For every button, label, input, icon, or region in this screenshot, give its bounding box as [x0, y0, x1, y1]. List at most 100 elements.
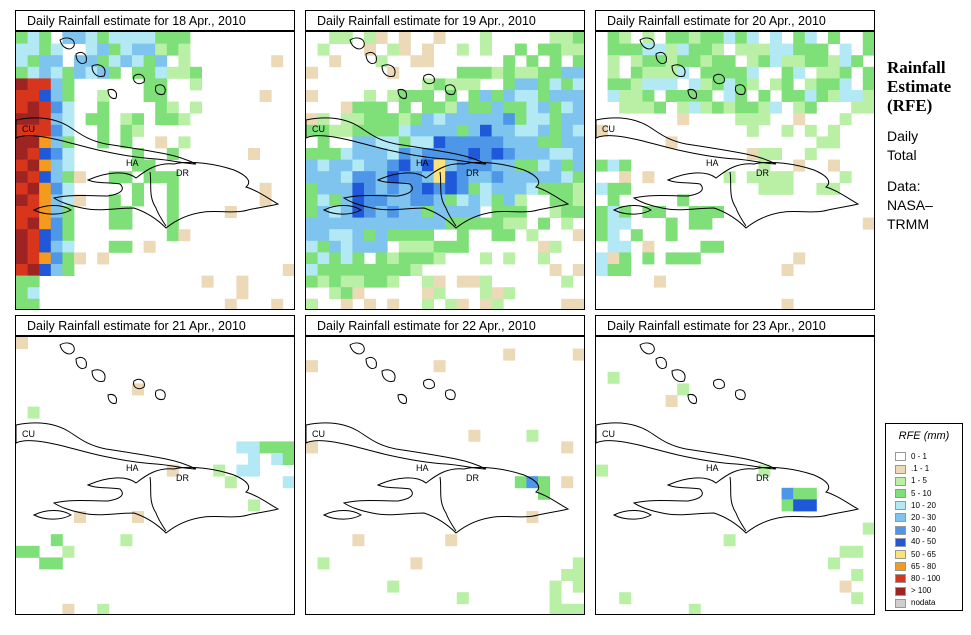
rainfall-cell	[143, 78, 156, 91]
legend-entry: 0 - 1	[895, 451, 927, 462]
rainfall-cell	[607, 240, 620, 253]
rainfall-cell	[677, 32, 690, 44]
rainfall-cell	[143, 90, 156, 102]
rainfall-cell	[561, 182, 574, 195]
rainfall-cell	[456, 240, 469, 253]
rainfall-cell	[677, 101, 690, 114]
rainfall-cell	[166, 148, 179, 160]
rainfall-cell	[445, 113, 458, 126]
rainfall-cell	[862, 66, 874, 79]
jamaica-outline	[32, 205, 72, 215]
rainfall-cell	[862, 32, 874, 44]
rainfall-cell	[352, 159, 365, 172]
rainfall-cell	[27, 113, 40, 126]
rainfall-cell	[503, 78, 516, 91]
jamaica-outline	[322, 205, 362, 215]
rainfall-cell	[735, 101, 748, 114]
rainfall-cell	[50, 113, 63, 126]
rainfall-cell	[387, 148, 400, 160]
rainfall-cell	[236, 287, 249, 300]
cuba-outline	[596, 422, 777, 470]
rainfall-cell	[642, 66, 655, 79]
rainfall-cell	[503, 66, 516, 79]
rainfall-cell	[561, 194, 574, 207]
rainfall-cell	[143, 171, 156, 184]
rainfall-cell	[340, 124, 353, 137]
rainfall-cell	[387, 171, 400, 184]
rainfall-cell	[398, 124, 411, 137]
legend-label: .1 - 1	[911, 464, 930, 474]
rainfall-cell	[97, 124, 110, 137]
bahamas-island-outline	[397, 394, 407, 404]
rainfall-cell	[120, 171, 133, 184]
rainfall-cell	[514, 124, 527, 137]
rainfall-cell	[723, 101, 736, 114]
rainfall-cell	[607, 32, 620, 44]
rainfall-cell	[781, 487, 794, 500]
rainfall-cell	[364, 124, 376, 137]
rainfall-cell	[16, 101, 28, 114]
rainfall-cell	[572, 90, 584, 102]
rainfall-cell	[340, 298, 353, 309]
rainfall-cell	[62, 240, 75, 253]
rainfall-cell	[27, 101, 40, 114]
rainfall-cell	[607, 252, 620, 265]
rainfall-cell	[665, 55, 678, 68]
rainfall-cell	[480, 66, 492, 79]
legend-label: 20 - 30	[911, 513, 936, 522]
rainfall-cell	[387, 580, 400, 593]
rainfall-cell	[16, 298, 28, 309]
rainfall-cell	[422, 43, 434, 56]
rainfall-cell	[572, 182, 584, 195]
rainfall-cell	[793, 66, 806, 79]
rainfall-cell	[688, 101, 701, 114]
rainfall-cell	[561, 124, 574, 137]
source-text: Data: NASA– TRMM	[887, 177, 967, 234]
rainfall-cell	[120, 124, 133, 137]
rainfall-cell	[793, 252, 806, 265]
rainfall-cell	[387, 43, 400, 56]
period-line: Daily	[887, 128, 919, 144]
rainfall-cell	[422, 90, 434, 102]
rainfall-cell	[677, 66, 690, 79]
bahamas-island-outline	[423, 73, 435, 85]
rainfall-cell	[630, 229, 643, 242]
coastline-outlines	[596, 342, 860, 534]
rainfall-cell	[456, 159, 469, 172]
rainfall-cell	[549, 182, 562, 195]
rainfall-map: CU HA DR	[15, 336, 295, 615]
rainfall-cell	[828, 159, 840, 172]
rainfall-cell	[700, 206, 713, 218]
cuba-outline	[306, 422, 487, 470]
rainfall-cell	[433, 252, 446, 265]
bahamas-island-outline	[713, 73, 725, 85]
rainfall-cell	[816, 66, 829, 79]
rainfall-cell	[619, 101, 632, 114]
rainfall-cell	[375, 113, 388, 126]
map-graphic: CU HA DR	[16, 337, 294, 614]
rainfall-cell	[398, 136, 411, 149]
rainfall-cell	[572, 264, 584, 276]
rainfall-cell	[445, 534, 458, 547]
rainfall-cell	[456, 101, 469, 114]
rainfall-cell	[39, 66, 52, 79]
rainfall-cell	[630, 43, 643, 56]
hispaniola-outline	[52, 466, 280, 534]
rainfall-cell	[166, 229, 179, 242]
rainfall-cell	[375, 124, 388, 137]
rainfall-cell	[410, 136, 423, 149]
map-panel-23-apr: Daily Rainfall estimate for 23 Apr., 201…	[595, 315, 875, 615]
rainfall-cell	[282, 476, 294, 489]
map-panel-21-apr: Daily Rainfall estimate for 21 Apr., 201…	[15, 315, 295, 615]
rainfall-cell	[375, 136, 388, 149]
rainfall-cell	[642, 43, 655, 56]
hispaniola-outline	[632, 161, 860, 229]
rainfall-cell	[642, 240, 655, 253]
rainfall-cell	[746, 32, 759, 44]
rainfall-cell	[468, 171, 481, 184]
bahamas-island-outline	[365, 356, 377, 370]
rainfall-cell	[317, 43, 330, 56]
rainfall-cell	[39, 159, 52, 172]
rainfall-cell	[155, 113, 168, 126]
rainfall-cell	[132, 159, 144, 172]
